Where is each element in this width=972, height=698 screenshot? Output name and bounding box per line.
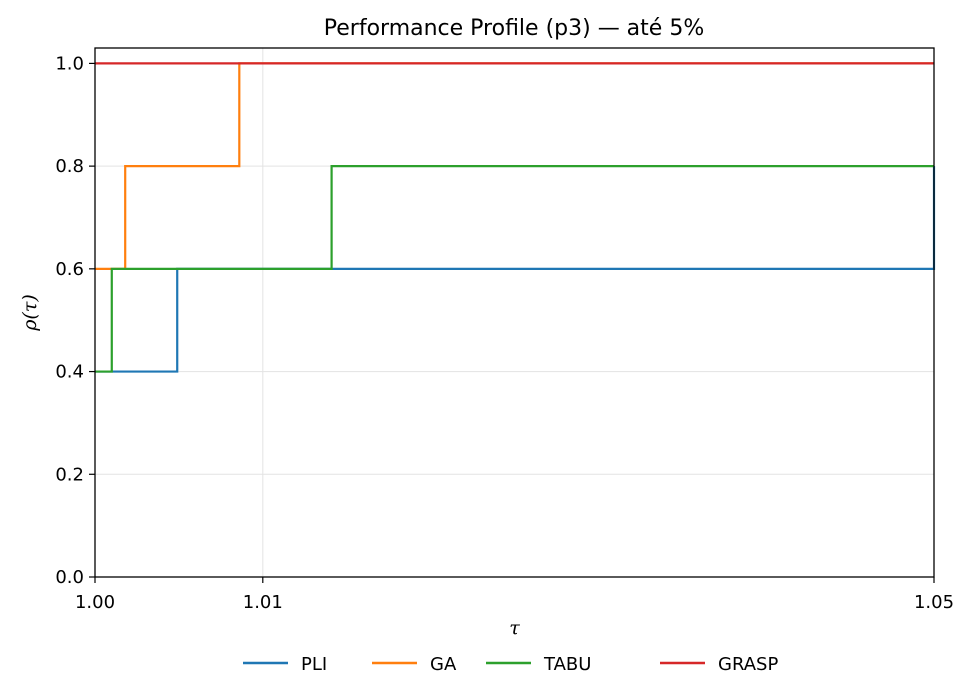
legend-label: GRASP bbox=[718, 654, 778, 675]
y-tick-label: 0.2 bbox=[55, 464, 84, 485]
legend-item-ga: GA bbox=[372, 654, 457, 675]
chart-title: Performance Profile (p3) — até 5% bbox=[324, 16, 704, 41]
axis-ticks: 0.0 0.2 0.4 0.6 0.8 1.0 1.00 1.01 1.05 bbox=[55, 53, 954, 613]
legend-item-tabu: TABU bbox=[486, 654, 591, 675]
legend-item-grasp: GRASP bbox=[660, 654, 778, 675]
x-tick-label: 1.01 bbox=[243, 592, 283, 613]
x-tick-label: 1.00 bbox=[75, 592, 115, 613]
grid-lines bbox=[94, 48, 935, 578]
legend-item-pli: PLI bbox=[243, 654, 327, 675]
y-tick-label: 0.0 bbox=[55, 567, 84, 588]
plot-area-frame bbox=[94, 47, 935, 578]
legend-label: PLI bbox=[301, 654, 327, 675]
legend: PLI GA TABU GRASP bbox=[243, 654, 778, 675]
y-tick-label: 1.0 bbox=[55, 53, 84, 74]
legend-label: GA bbox=[430, 654, 457, 675]
y-axis-label: ρ(τ) bbox=[19, 294, 41, 332]
series-line-tabu bbox=[95, 165, 934, 373]
y-tick-label: 0.6 bbox=[55, 259, 84, 280]
legend-label: TABU bbox=[543, 654, 591, 675]
y-tick-label: 0.4 bbox=[55, 362, 84, 383]
y-tick-label: 0.8 bbox=[55, 156, 84, 177]
x-tick-label: 1.05 bbox=[914, 592, 954, 613]
x-axis-label: τ bbox=[509, 617, 520, 639]
series-lines bbox=[95, 62, 936, 373]
